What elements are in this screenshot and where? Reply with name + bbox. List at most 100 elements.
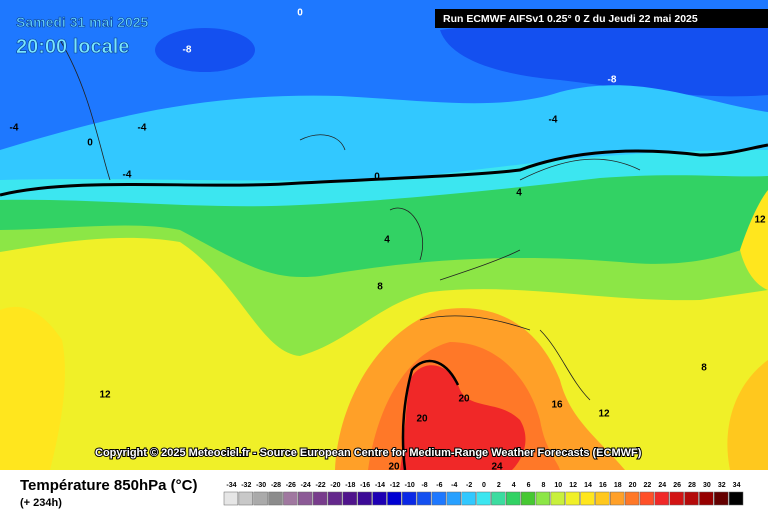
- parameter-title: Température 850hPa (°C): [20, 477, 197, 494]
- contour-label: -4: [123, 170, 132, 181]
- contour-label: 8: [701, 363, 707, 374]
- contour-label: -8: [183, 45, 192, 56]
- legend-label: -18: [345, 482, 355, 489]
- legend-label: -34: [226, 482, 236, 489]
- legend-swatch: [223, 491, 239, 506]
- contour-label: 0: [87, 138, 93, 149]
- legend-swatch: [565, 491, 580, 506]
- map: -4 -4 -8 0 -8 -4 -4 0 4 8 12 20 20 16 12…: [0, 0, 768, 473]
- contour-label: -8: [608, 75, 617, 86]
- contour-label: 4: [516, 188, 522, 199]
- legend-label: 12: [569, 482, 577, 489]
- legend-swatch: [624, 491, 640, 506]
- legend-swatch: [372, 491, 387, 506]
- legend-swatch: [535, 491, 551, 506]
- legend-label: -24: [301, 482, 311, 489]
- legend-label: 24: [658, 482, 666, 489]
- forecast-date: Samedi 31 mai 2025: [16, 14, 149, 30]
- legend-label: 4: [512, 482, 516, 489]
- legend-label: -2: [466, 482, 472, 489]
- legend: -34 -32 -30 -28 -26 -24 -22 -20 -18 -16 -14 -12 -10-…: [223, 482, 744, 506]
- legend-label: -30: [256, 482, 266, 489]
- legend-label: -28: [271, 482, 281, 489]
- run-box: [435, 9, 768, 28]
- legend-swatch: [416, 491, 432, 506]
- legend-label: 10: [554, 482, 562, 489]
- legend-label: -8: [421, 482, 427, 489]
- legend-swatch: [238, 491, 253, 506]
- contour-label: 12: [99, 390, 111, 401]
- contour-label: 8: [377, 282, 383, 293]
- legend-swatch: [595, 491, 610, 506]
- contour-label: 16: [551, 400, 563, 411]
- contour-label: 4: [384, 235, 390, 246]
- legend-label: -20: [330, 482, 340, 489]
- legend-label: 20: [629, 482, 637, 489]
- contour-label: 0: [374, 172, 380, 183]
- contour-label: 12: [754, 215, 766, 226]
- legend-swatch: [461, 491, 476, 506]
- legend-label: 26: [673, 482, 681, 489]
- legend-swatch: [699, 491, 714, 506]
- legend-swatch: [506, 491, 521, 506]
- legend-label: 18: [614, 482, 622, 489]
- legend-label: 6: [527, 482, 531, 489]
- legend-label: -32: [241, 482, 251, 489]
- legend-swatch: [283, 491, 298, 506]
- legend-swatch: [327, 491, 343, 506]
- legend-swatch: [253, 491, 268, 506]
- legend-label: 2: [497, 482, 501, 489]
- legend-swatch: [550, 491, 565, 506]
- legend-label: -12: [390, 482, 400, 489]
- legend-swatch: [476, 491, 491, 506]
- contour-label: 24: [491, 462, 503, 473]
- contour-label: 20: [458, 394, 470, 405]
- run-info: Run ECMWF AIFSv1 0.25° 0 Z du Jeudi 22 m…: [443, 13, 698, 25]
- legend-label: 28: [688, 482, 696, 489]
- contour-label: 20: [388, 462, 400, 473]
- legend-label: -10: [405, 482, 415, 489]
- legend-label: 34: [733, 482, 741, 489]
- forecast-time: 20:00 locale: [16, 36, 129, 58]
- contour-label: 0: [297, 8, 303, 19]
- legend-swatch: [728, 491, 744, 506]
- legend-label: -6: [436, 482, 442, 489]
- legend-label: -26: [286, 482, 296, 489]
- legend-swatch: [431, 491, 447, 506]
- legend-label: 32: [718, 482, 726, 489]
- legend-swatch: [610, 491, 625, 506]
- copyright: Copyright © 2025 Meteociel.fr - Source E…: [95, 447, 642, 459]
- contour-label: -4: [549, 115, 558, 126]
- legend-swatch: [268, 491, 283, 506]
- legend-label: 16: [599, 482, 607, 489]
- legend-label: 14: [584, 482, 592, 489]
- lead-time: (+ 234h): [20, 497, 62, 509]
- contour-label: -4: [138, 123, 147, 134]
- legend-swatch: [684, 491, 699, 506]
- legend-swatch: [714, 491, 729, 506]
- legend-swatch: [446, 491, 461, 506]
- legend-label: 30: [703, 482, 711, 489]
- legend-swatch: [298, 491, 313, 506]
- legend-label: -16: [360, 482, 370, 489]
- legend-label: -4: [451, 482, 457, 489]
- legend-label: 8: [541, 482, 545, 489]
- legend-swatch: [342, 491, 357, 506]
- legend-swatch: [387, 491, 402, 506]
- legend-swatch: [402, 491, 417, 506]
- legend-swatch: [357, 491, 372, 506]
- contour-label: -4: [10, 123, 19, 134]
- contour-label: 12: [598, 409, 610, 420]
- legend-label: 22: [644, 482, 652, 489]
- legend-swatch: [580, 491, 595, 506]
- legend-swatch: [654, 491, 669, 506]
- legend-swatch: [312, 491, 328, 506]
- legend-label: -22: [316, 482, 326, 489]
- legend-swatch: [639, 491, 655, 506]
- legend-swatch: [491, 491, 506, 506]
- legend-swatch: [520, 491, 536, 506]
- legend-label: 0: [482, 482, 486, 489]
- legend-swatch: [669, 491, 684, 506]
- contour-label: 20: [416, 414, 428, 425]
